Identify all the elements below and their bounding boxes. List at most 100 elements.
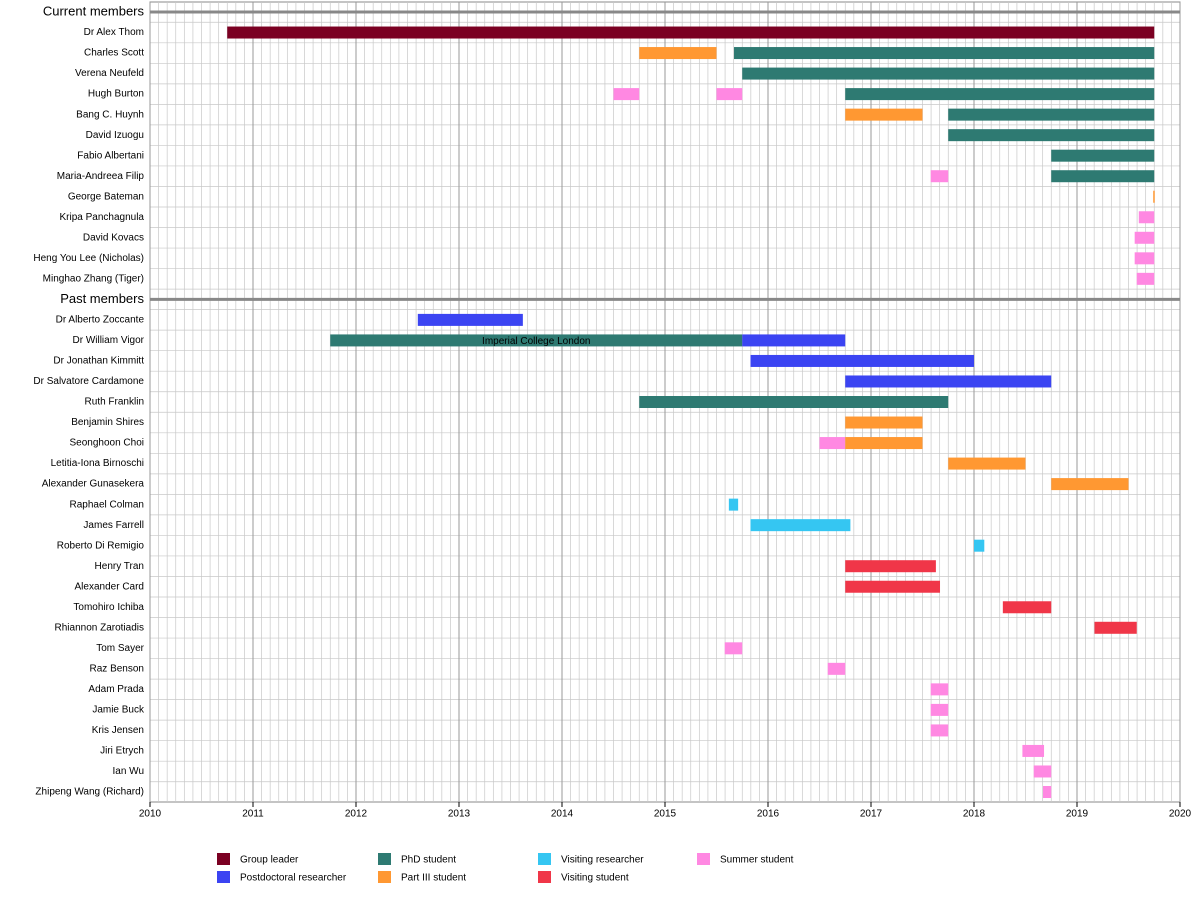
bar [1051,478,1129,491]
row-label: David Kovacs [83,232,144,243]
group-title: Past members [60,291,144,306]
legend-label: Visiting researcher [561,855,644,866]
bar [742,334,846,347]
row-label: Henry Tran [95,561,144,572]
row-label: Ruth Franklin [85,397,144,408]
bar [750,354,974,367]
bar [1153,190,1155,203]
row-label: Seonghoon Choi [69,438,144,449]
row-label: Bang C. Huynh [76,109,144,120]
bar [728,498,739,511]
bar [845,580,941,593]
bar [930,703,949,716]
row-label: Tom Sayer [96,643,144,654]
bar [930,724,949,737]
x-tick-label: 2017 [860,809,883,820]
legend-swatch [378,853,391,865]
legend-swatch [217,871,230,883]
bar [639,396,949,408]
bar [845,416,923,429]
bar [974,539,985,552]
row-label: Ian Wu [113,766,145,777]
bar [1138,211,1155,224]
x-tick-label: 2012 [345,809,368,820]
row-label: Dr Alberto Zoccante [56,315,145,326]
row-label: Alexander Gunasekera [42,479,145,490]
bar [330,334,743,347]
row-label: Dr Salvatore Cardamone [33,376,144,387]
bar [1094,621,1137,634]
row-label: Rhiannon Zarotiadis [55,622,145,633]
legend-swatch [378,871,391,883]
bar [716,88,743,101]
bar [639,47,717,60]
bar-label: Imperial College London [482,336,590,347]
row-label: Raphael Colman [70,499,145,510]
row-label: Raz Benson [90,663,144,674]
x-tick-label: 2016 [757,809,780,820]
row-label: Tomohiro Ichiba [73,602,144,613]
row-label: Dr William Vigor [73,335,145,346]
bar [930,683,949,696]
x-tick-label: 2014 [551,809,574,820]
bar [948,129,1155,142]
row-label: Hugh Burton [88,89,144,100]
bar [827,662,846,675]
x-tick-label: 2010 [139,809,162,820]
bar [845,375,1052,388]
x-tick-label: 2013 [448,809,471,820]
row-label: Letitia-Iona Birnoschi [51,458,144,469]
legend-label: PhD student [401,855,456,866]
row-label: Dr Alex Thom [84,27,144,38]
bar [1051,149,1155,162]
bar [819,437,846,450]
row-label: Alexander Card [75,581,144,592]
row-label: George Bateman [68,191,144,202]
row-label: Benjamin Shires [71,417,144,428]
bar [613,88,640,101]
row-label: Dr Jonathan Kimmitt [53,356,144,367]
x-tick-label: 2015 [654,809,677,820]
row-label: Fabio Albertani [77,150,144,161]
row-label: Kris Jensen [92,725,144,736]
group-title: Current members [43,3,145,18]
x-tick-label: 2018 [963,809,986,820]
bar [948,108,1155,121]
bar [1136,272,1155,285]
bar [1134,231,1155,244]
bar [930,170,949,183]
legend-label: Visiting student [561,873,629,884]
row-label: Jamie Buck [92,705,145,716]
bar [750,519,851,532]
row-label: Verena Neufeld [75,68,144,79]
legend-swatch [217,853,230,865]
bar [734,47,1155,60]
bar [417,313,523,326]
x-tick-label: 2011 [242,809,264,820]
bar [845,560,936,573]
x-tick-label: 2020 [1169,809,1192,820]
bar [227,26,1155,39]
bar [1051,170,1155,183]
bar [1134,252,1155,265]
row-label: Charles Scott [84,48,144,59]
row-label: David Izuogu [86,130,144,141]
bar [845,437,923,450]
bar [1022,744,1045,757]
x-tick-label: 2019 [1066,809,1089,820]
legend-swatch [538,853,551,865]
row-label: Heng You Lee (Nicholas) [33,253,144,264]
bar [1043,786,1052,798]
bar [724,642,743,655]
row-label: Jiri Etrych [100,746,144,757]
row-label: Kripa Panchagnula [59,212,144,223]
row-label: Roberto Di Remigio [57,540,145,551]
bar [845,108,923,121]
legend-label: Postdoctoral researcher [240,873,347,884]
bar [845,88,1155,101]
row-label: Adam Prada [88,684,144,695]
row-label: James Farrell [83,520,144,531]
legend-label: Part III student [401,873,466,884]
row-label: Minghao Zhang (Tiger) [43,273,144,284]
